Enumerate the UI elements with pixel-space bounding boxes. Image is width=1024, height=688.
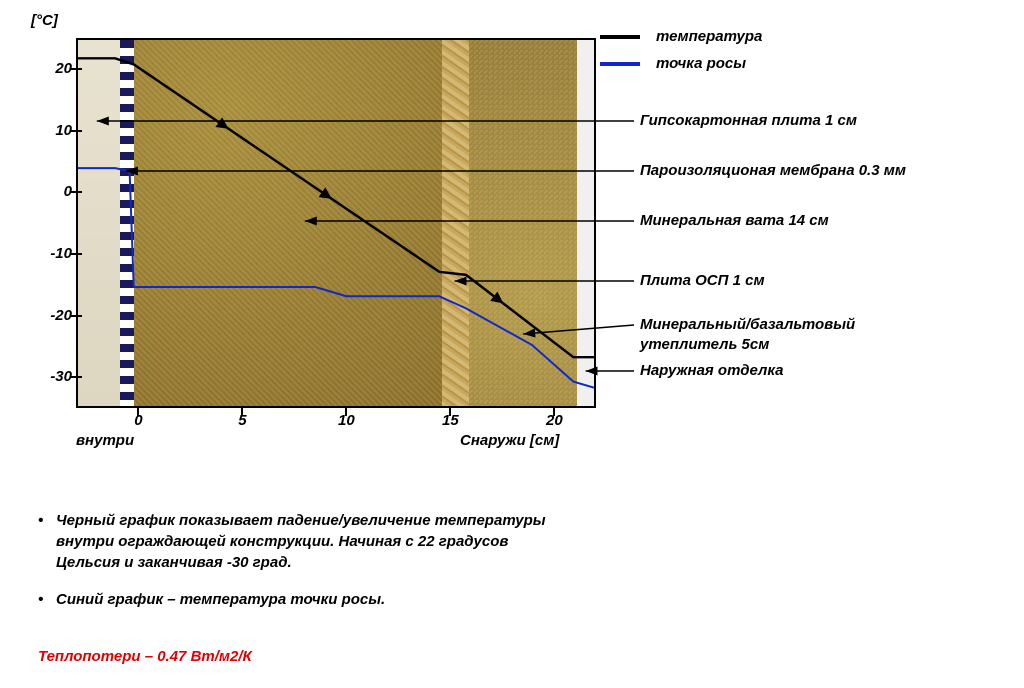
x-axis-label-outside: Снаружи [см] xyxy=(460,432,559,449)
legend-item: температура xyxy=(600,28,762,45)
layer-annotation: Пароизоляционая мембрана 0.3 мм xyxy=(640,162,906,179)
y-tick-mark xyxy=(70,191,82,193)
y-tick-mark xyxy=(70,68,82,70)
y-axis-title: [°C] xyxy=(31,12,58,29)
layer-annotation: Минеральная вата 14 см xyxy=(640,212,829,229)
series-temperature xyxy=(78,58,594,357)
y-tick-label: -20 xyxy=(32,307,72,324)
legend-item: точка росы xyxy=(600,55,762,72)
x-tick-mark xyxy=(449,408,451,416)
y-tick-label: -10 xyxy=(32,245,72,262)
chart-lines xyxy=(78,40,594,406)
layer-annotation: Наружная отделка xyxy=(640,362,783,379)
legend-swatch xyxy=(600,35,640,39)
layer-annotation: утеплитель 5см xyxy=(640,336,769,353)
x-tick-mark xyxy=(137,408,139,416)
note-temperature: Черный график показывает падение/увеличе… xyxy=(38,510,558,573)
layer-annotation: Минеральный/базальтовый xyxy=(640,316,855,333)
notes-block: Черный график показывает падение/увеличе… xyxy=(38,510,558,626)
layer-annotation: Плита ОСП 1 см xyxy=(640,272,765,289)
legend: температура точка росы xyxy=(600,28,762,82)
line-arrow-icon xyxy=(320,191,332,199)
note-dewpoint: Синий график – температура точки росы. xyxy=(38,589,558,610)
y-tick-mark xyxy=(70,315,82,317)
x-tick-mark xyxy=(241,408,243,416)
x-tick-mark xyxy=(345,408,347,416)
y-tick-mark xyxy=(70,130,82,132)
x-axis-label-inside: внутри xyxy=(76,432,134,449)
line-arrow-icon xyxy=(216,121,228,129)
heat-loss-value: Теплопотери – 0.47 Вт/м2/К xyxy=(38,648,252,665)
line-arrow-icon xyxy=(499,300,503,303)
legend-label: температура xyxy=(656,28,762,45)
x-tick-mark xyxy=(553,408,555,416)
y-tick-mark xyxy=(70,376,82,378)
chart-container: [°C] внутри Снаружи [см] 20100-10-20-300… xyxy=(20,10,620,460)
plot-area xyxy=(76,38,596,408)
legend-label: точка росы xyxy=(656,55,746,72)
legend-swatch xyxy=(600,62,640,66)
y-tick-label: 10 xyxy=(32,122,72,139)
y-tick-label: -30 xyxy=(32,368,72,385)
y-tick-label: 0 xyxy=(32,183,72,200)
layer-annotation: Гипсокартонная плита 1 см xyxy=(640,112,857,129)
y-tick-label: 20 xyxy=(32,60,72,77)
y-tick-mark xyxy=(70,253,82,255)
